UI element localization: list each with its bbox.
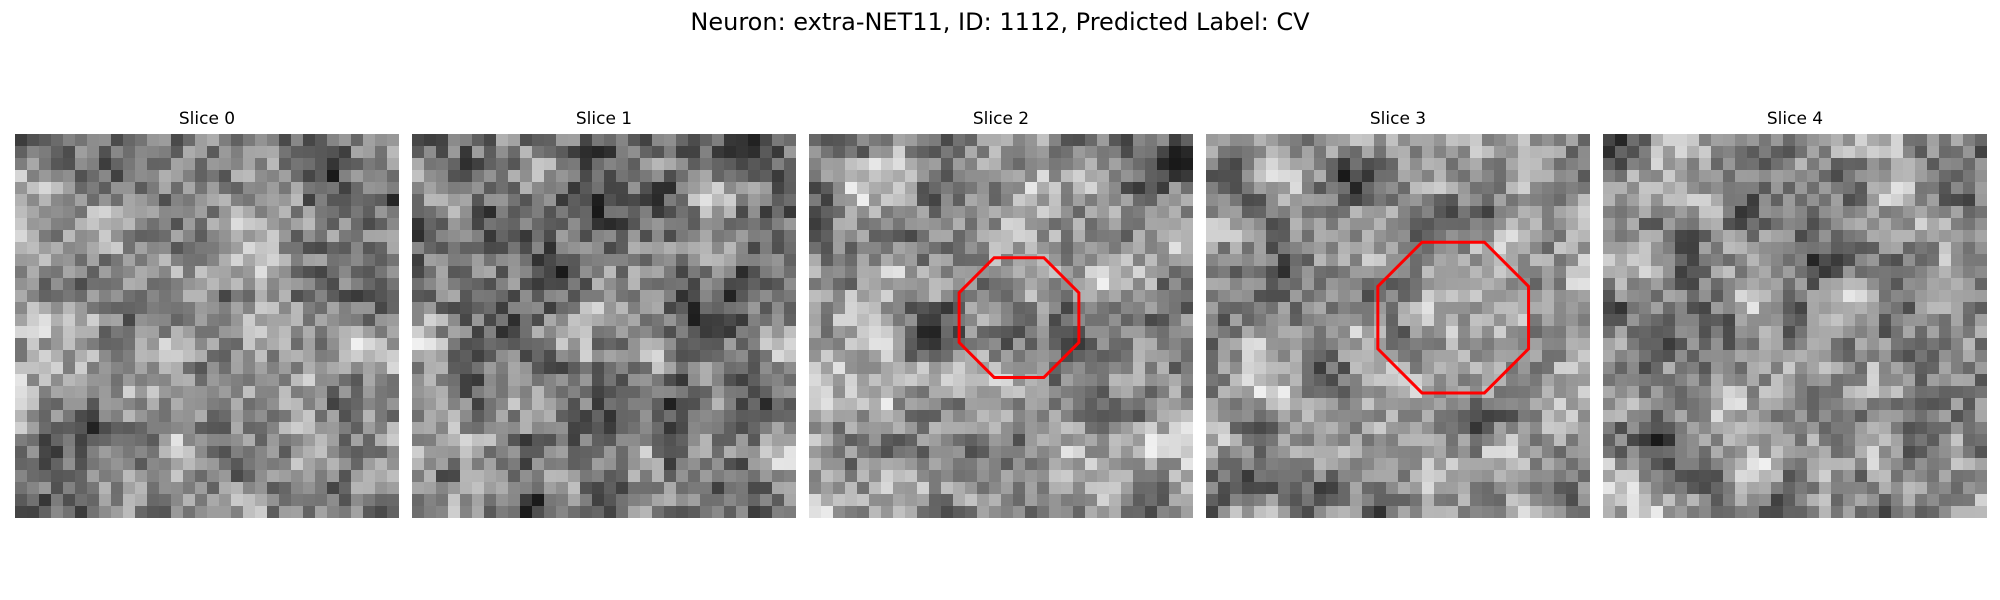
marker-overlay bbox=[15, 134, 399, 518]
octagon-marker bbox=[1376, 240, 1531, 395]
slice-title: Slice 2 bbox=[972, 109, 1030, 129]
slice-canvas bbox=[1206, 134, 1590, 518]
slice-panel-4: Slice 4 bbox=[1603, 108, 1987, 518]
slice-panel-0: Slice 0 bbox=[15, 108, 399, 518]
slice-image-0 bbox=[15, 134, 399, 518]
slice-panel-3: Slice 3 bbox=[1206, 108, 1590, 518]
slice-canvas bbox=[809, 134, 1193, 518]
slice-title: Slice 3 bbox=[1369, 109, 1427, 129]
slice-image-4 bbox=[1603, 134, 1987, 518]
slice-title: Slice 4 bbox=[1766, 109, 1824, 129]
marker-overlay bbox=[412, 134, 796, 518]
octagon-marker bbox=[957, 256, 1081, 379]
slice-image-3 bbox=[1206, 134, 1590, 518]
marker-overlay bbox=[1603, 134, 1987, 518]
slice-image-2 bbox=[809, 134, 1193, 518]
slice-title: Slice 0 bbox=[178, 109, 236, 129]
figure-title: Neuron: extra-NET11, ID: 1112, Predicted… bbox=[690, 8, 1310, 36]
slice-panel-2: Slice 2 bbox=[809, 108, 1193, 518]
slice-panel-1: Slice 1 bbox=[412, 108, 796, 518]
slice-title: Slice 1 bbox=[575, 109, 633, 129]
marker-overlay bbox=[957, 256, 1081, 379]
slice-canvas bbox=[15, 134, 399, 518]
marker-overlay bbox=[1376, 240, 1531, 395]
slice-canvas bbox=[1603, 134, 1987, 518]
slice-canvas bbox=[412, 134, 796, 518]
slice-image-1 bbox=[412, 134, 796, 518]
